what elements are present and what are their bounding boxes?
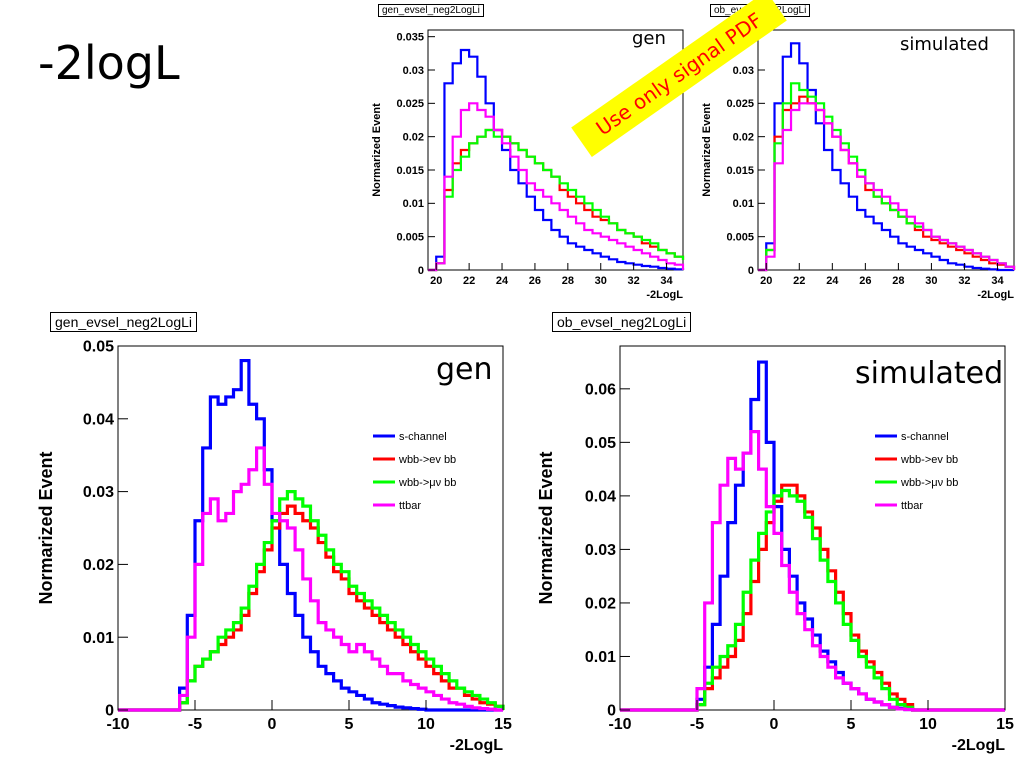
y-tick-label: 0.005 <box>396 232 424 244</box>
x-tick-label: 10 <box>417 716 435 733</box>
x-tick-label: 15 <box>996 716 1014 733</box>
histogram-name-box: gen_evsel_neg2LogLi <box>50 312 198 332</box>
legend-entry: wbb->μν bb <box>900 477 958 489</box>
top-right-plot-svg: 20 22 24 26 28 30 32 34 0 0.005 0.01 0.015 0.02 0.025… <box>701 29 1016 301</box>
bottom-left-plot-gen: -10 -5 0 5 10 15 0 0.01 0.02 0.03 0.04 0.05 -2LogL No… <box>0 306 520 768</box>
series-wbb-bb-line <box>428 128 685 272</box>
bottom-left-plot-svg: -10 -5 0 5 10 15 0 0.01 0.02 0.03 0.04 0.05 -2LogL No… <box>36 339 512 754</box>
y-tick-label: 0.025 <box>396 98 424 110</box>
series-wbb-bb-line <box>118 490 505 712</box>
series-ttbar-line <box>118 446 503 712</box>
y-tick-label: 0.02 <box>585 596 616 613</box>
x-axis-label: -2LogL <box>977 289 1014 301</box>
y-tick-label: 0.03 <box>83 484 114 501</box>
y-tick-label: 0.015 <box>396 165 424 177</box>
y-tick-label: 0.04 <box>585 488 616 505</box>
plot-tag-gen: gen <box>436 352 493 387</box>
y-tick-label: 0.05 <box>585 435 616 452</box>
x-tick-label: 34 <box>991 275 1004 287</box>
slide-title: -2logL <box>38 36 180 90</box>
bottom-right-plot-svg: -10 -5 0 5 10 15 0 0.01 0.02 0.03 0.04 0.05 0.06 -2Lo… <box>536 345 1014 754</box>
y-tick-label: 0.01 <box>585 649 616 666</box>
legend-entry: wbb->ev bb <box>900 454 958 466</box>
x-tick-label: 0 <box>268 716 277 733</box>
y-tick-label: 0 <box>748 265 754 277</box>
x-tick-label: 28 <box>562 275 574 287</box>
plot-tag-simulated: simulated <box>900 34 989 55</box>
legend-entry: s-channel <box>901 431 949 443</box>
x-tick-label: 22 <box>463 275 475 287</box>
y-tick-label: 0.02 <box>83 557 114 574</box>
series-s-channel-line <box>428 48 685 272</box>
legend-entry: s-channel <box>399 431 447 443</box>
y-tick-label: 0 <box>607 703 616 720</box>
x-tick-label: 24 <box>826 275 839 287</box>
x-tick-label: 26 <box>529 275 541 287</box>
legend-entry: wbb->ev bb <box>398 454 456 466</box>
y-tick-label: 0.02 <box>733 132 754 144</box>
y-axis-label: Normarized Event <box>36 451 56 604</box>
x-tick-label: -10 <box>106 716 129 733</box>
y-tick-label: 0 <box>105 703 114 720</box>
plot-tag-gen: gen <box>632 28 666 49</box>
top-right-plot-simulated: 20 22 24 26 28 30 32 34 0 0.005 0.01 0.015 0.02 0.025… <box>690 0 1024 310</box>
x-tick-label: 30 <box>595 275 607 287</box>
y-tick-label: 0.03 <box>733 65 754 77</box>
y-tick-label: 0 <box>418 265 424 277</box>
histogram-name-box: gen_evsel_neg2LogLi <box>378 4 484 17</box>
y-axis-label: Normarized Event <box>701 103 713 197</box>
y-tick-label: 0.01 <box>403 198 424 210</box>
top-left-plot-svg: 20 22 24 26 28 30 32 34 0 0.005 0.01 0.015 0.02 0.025… <box>371 29 685 301</box>
plot-frame <box>757 29 1015 271</box>
top-left-plot-gen: 20 22 24 26 28 30 32 34 0 0.005 0.01 0.015 0.02 0.025… <box>360 0 690 310</box>
x-tick-label: -5 <box>188 716 202 733</box>
x-tick-label: 5 <box>345 716 354 733</box>
y-tick-label: 0.025 <box>726 98 754 110</box>
legend-entry: ttbar <box>901 500 923 512</box>
x-tick-label: 30 <box>925 275 937 287</box>
x-tick-label: 10 <box>919 716 937 733</box>
y-axis-label: Normarized Event <box>371 103 383 197</box>
y-tick-label: 0.03 <box>585 542 616 559</box>
legend-entry: wbb->μν bb <box>398 477 456 489</box>
histogram-name-box: ob_evsel_neg2LogLi <box>552 312 692 332</box>
x-tick-label: 24 <box>496 275 509 287</box>
x-axis-label: -2LogL <box>952 737 1006 754</box>
y-tick-label: 0.02 <box>403 132 424 144</box>
x-tick-label: 5 <box>847 716 856 733</box>
legend-box <box>369 423 475 509</box>
y-tick-label: 0.005 <box>726 232 754 244</box>
series-ttbar-line <box>758 102 1016 272</box>
x-tick-label: 20 <box>430 275 442 287</box>
x-axis-label: -2LogL <box>646 289 683 301</box>
x-tick-label: -10 <box>608 716 631 733</box>
bottom-right-plot-simulated: -10 -5 0 5 10 15 0 0.01 0.02 0.03 0.04 0.05 0.06 -2Lo… <box>520 306 1024 768</box>
x-tick-label: 20 <box>760 275 772 287</box>
x-tick-label: 32 <box>958 275 970 287</box>
y-tick-label: 0.04 <box>83 411 114 428</box>
x-tick-label: 28 <box>892 275 904 287</box>
y-axis-label: Normarized Event <box>536 451 556 604</box>
x-tick-label: 26 <box>859 275 871 287</box>
x-tick-label: 15 <box>494 716 512 733</box>
y-tick-label: 0.06 <box>585 381 616 398</box>
y-tick-label: 0.03 <box>403 65 424 77</box>
plot-tag-simulated: simulated <box>855 356 1004 391</box>
series-ttbar-line <box>428 102 685 272</box>
legend-entry: ttbar <box>399 500 421 512</box>
x-tick-label: 32 <box>628 275 640 287</box>
x-tick-label: 22 <box>793 275 805 287</box>
y-tick-label: 0.01 <box>83 630 114 647</box>
legend-box <box>871 423 977 509</box>
x-tick-label: 0 <box>770 716 779 733</box>
series-ttbar-line <box>620 430 1005 712</box>
y-tick-label: 0.05 <box>83 339 114 356</box>
y-tick-label: 0.01 <box>733 198 754 210</box>
x-tick-label: -5 <box>690 716 704 733</box>
y-tick-label: 0.035 <box>396 32 424 44</box>
x-tick-label: 34 <box>660 275 673 287</box>
x-axis-label: -2LogL <box>450 737 504 754</box>
y-tick-label: 0.015 <box>726 165 754 177</box>
